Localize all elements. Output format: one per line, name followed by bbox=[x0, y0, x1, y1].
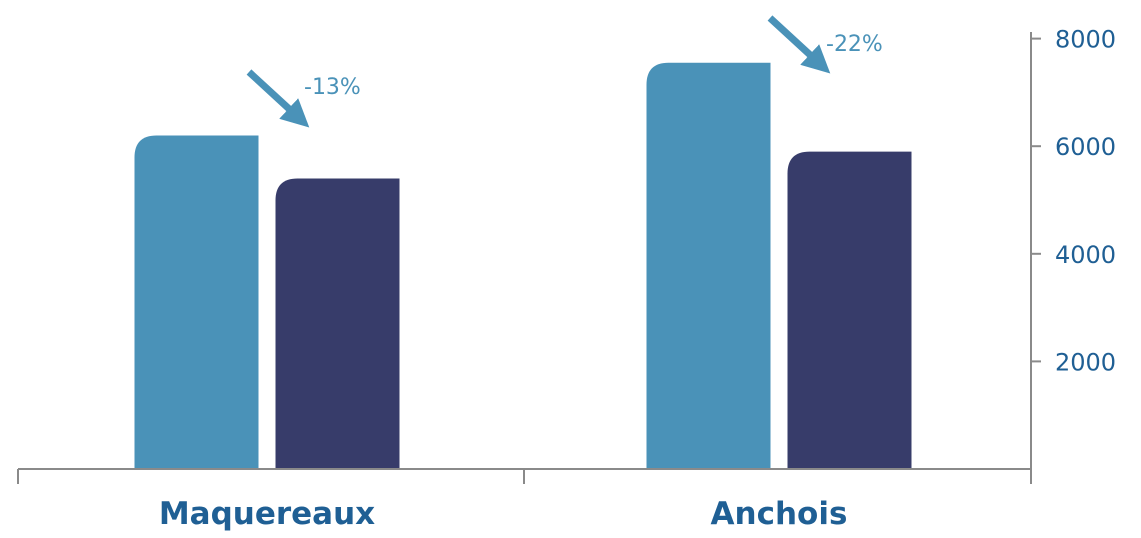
annotations: -13% -22% bbox=[246, 15, 883, 128]
axes-layer bbox=[17, 32, 1032, 484]
bars-layer bbox=[134, 62, 912, 470]
y-tick-label-2000: 2000 bbox=[1055, 348, 1116, 376]
change-label-2: -22% bbox=[826, 32, 883, 57]
y-tick-label-6000: 6000 bbox=[1055, 133, 1116, 161]
decrease-arrow-icon bbox=[246, 69, 310, 128]
change-label-1: -13% bbox=[304, 75, 361, 100]
bar-anchois-series-1 bbox=[646, 62, 771, 470]
y-ticks: 8000 6000 4000 2000 bbox=[1031, 26, 1116, 376]
y-tick-label-4000: 4000 bbox=[1055, 241, 1116, 269]
category-label-anchois: Anchois bbox=[711, 496, 848, 532]
x-categories: Maquereaux Anchois bbox=[159, 496, 848, 532]
bar-anchois-series-2 bbox=[787, 151, 912, 469]
bar-maquereaux-series-1 bbox=[134, 135, 259, 469]
category-label-maquereaux: Maquereaux bbox=[159, 496, 375, 532]
decrease-arrow-icon bbox=[767, 15, 831, 74]
y-tick-label-8000: 8000 bbox=[1055, 26, 1116, 54]
bar-maquereaux-series-2 bbox=[275, 178, 400, 470]
